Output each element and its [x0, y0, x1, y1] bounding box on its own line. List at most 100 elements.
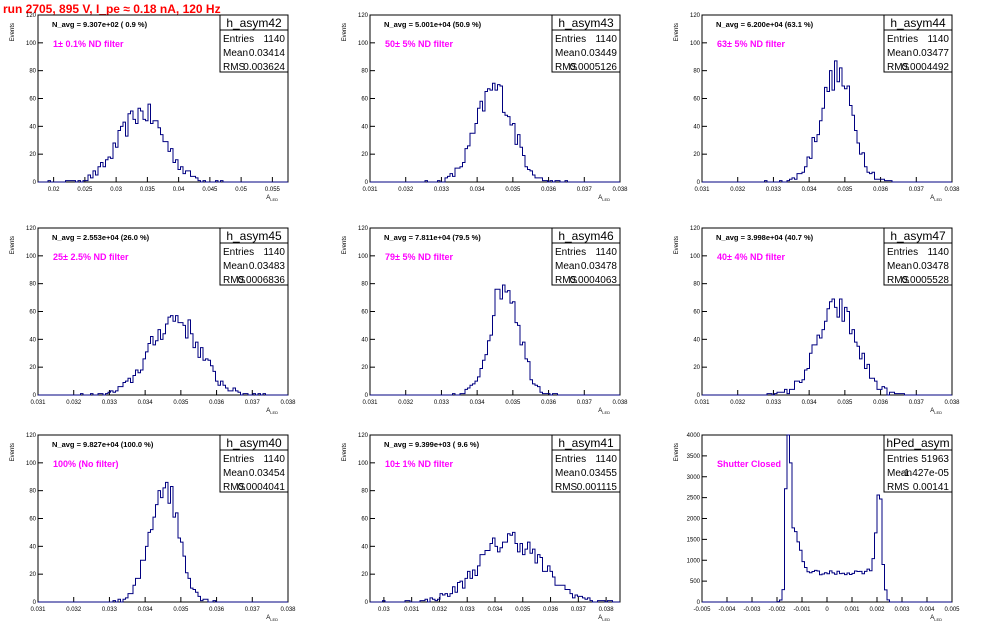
histogram-panel-h_asym43: 0 20 40 60 80 100 120 Events 0.031 0.032 0.033 0.03…: [342, 13, 628, 202]
x-tick-label: 0.036: [873, 187, 889, 193]
x-tick-label: 0.037: [571, 607, 587, 613]
stats-label: RMS: [887, 482, 910, 493]
y-tick-label: 80: [693, 282, 700, 288]
stats-label: Mean: [223, 468, 248, 479]
filter-note: 25± 2.5% ND filter: [53, 252, 129, 262]
y-tick-label: 60: [693, 97, 700, 103]
stats-box: [883, 14, 953, 73]
y-tick-label: 60: [29, 517, 36, 523]
x-tick-label: 0.04: [173, 187, 185, 193]
stats-value: 0.001115: [577, 482, 618, 493]
histogram-series: [702, 60, 952, 183]
stats-box: [219, 227, 289, 286]
stats-value: 0.03477: [913, 48, 950, 59]
navg-label: N_avg = 3.998e+04 (40.7 %): [716, 233, 814, 242]
y-tick-label: 100: [26, 461, 37, 467]
x-tick-label: -0.001: [793, 607, 811, 613]
x-tick-label: -0.004: [718, 607, 736, 613]
y-tick-label: 80: [361, 69, 368, 75]
histogram-series: [370, 82, 620, 183]
x-tick-label: 0.037: [245, 607, 261, 613]
y-tick-label: 0: [33, 393, 37, 399]
y-tick-label: 60: [693, 310, 700, 316]
stats-label: Mean: [887, 468, 912, 479]
stats-value: 0.03455: [581, 468, 618, 479]
x-tick-label: 0.037: [909, 400, 925, 406]
x-tick-label: -0.002: [768, 607, 786, 613]
x-tick-label: 0.025: [77, 187, 93, 193]
stats-label: Mean: [223, 261, 248, 272]
filter-note: 100% (No filter): [53, 459, 119, 469]
histogram-panel-h_asym42: 0 20 40 60 80 100 120 Events 0.02 0.025 0.03 0.035 0…: [10, 13, 289, 202]
stats-label: Entries: [555, 454, 586, 465]
stats-value: 1140: [263, 454, 285, 465]
x-tick-label: 0.035: [515, 607, 531, 613]
x-tick-label: 0.003: [894, 607, 910, 613]
stats-value: 0.0005126: [570, 62, 618, 73]
stats-value: 51963: [921, 454, 949, 465]
x-tick-label: 0.03: [110, 187, 122, 193]
histogram-panel-h_asym46: 0 20 40 60 80 100 120 Events 0.031 0.032 0.033 0.03…: [342, 226, 628, 415]
filter-note: 63± 5% ND filter: [717, 39, 785, 49]
stats-value: 1140: [927, 34, 949, 45]
histogram-panel-h_asym47: 0 20 40 60 80 100 120 Events 0.031 0.032 0.033 0.03…: [674, 226, 960, 415]
y-tick-label: 0: [365, 393, 369, 399]
x-tick-label: 0.035: [173, 400, 189, 406]
stats-value: 1140: [595, 454, 617, 465]
x-tick-label: 0.034: [138, 607, 154, 613]
x-tick-label: 0.004: [919, 607, 935, 613]
y-axis-label: Events: [342, 23, 348, 41]
stats-label: Entries: [223, 247, 254, 258]
y-tick-label: 0: [697, 600, 701, 606]
x-axis-label: ALED: [266, 195, 278, 202]
stats-box: [551, 227, 621, 286]
x-tick-label: 0.037: [909, 187, 925, 193]
stats-title: h_asym40: [226, 436, 282, 450]
x-tick-label: 0.033: [434, 400, 450, 406]
stats-label: Mean: [887, 261, 912, 272]
filter-note: 10± 1% ND filter: [385, 459, 453, 469]
x-axis-label: ALED: [598, 195, 610, 202]
x-tick-label: 0.031: [694, 400, 710, 406]
y-tick-label: 80: [29, 489, 36, 495]
stats-title: h_asym44: [890, 16, 946, 30]
x-tick-label: 0.031: [30, 607, 46, 613]
stats-label: Mean: [223, 48, 248, 59]
y-tick-label: 120: [358, 13, 369, 19]
y-tick-label: 80: [29, 282, 36, 288]
y-tick-label: 40: [29, 544, 36, 550]
x-tick-label: 0.034: [470, 187, 486, 193]
y-tick-label: 120: [358, 433, 369, 439]
y-tick-label: 60: [29, 97, 36, 103]
y-tick-label: 40: [29, 124, 36, 130]
histogram-series: [38, 315, 288, 396]
x-tick-label: 0.032: [66, 607, 82, 613]
y-tick-label: 40: [693, 124, 700, 130]
navg-label: N_avg = 6.200e+04 (63.1 %): [716, 20, 814, 29]
filter-note: 40± 4% ND filter: [717, 252, 785, 262]
x-tick-label: 0.035: [837, 400, 853, 406]
x-tick-label: 0: [825, 607, 829, 613]
y-tick-label: 20: [29, 152, 36, 158]
y-tick-label: 20: [693, 365, 700, 371]
x-tick-label: 0.031: [404, 607, 420, 613]
x-tick-label: 0.038: [944, 187, 960, 193]
stats-box: [551, 14, 621, 73]
stats-label: Entries: [887, 454, 918, 465]
y-tick-label: 2000: [687, 517, 701, 523]
y-tick-label: 0: [365, 180, 369, 186]
y-tick-label: 20: [361, 572, 368, 578]
y-tick-label: 40: [361, 337, 368, 343]
histogram-series: [702, 298, 952, 396]
x-tick-label: 0.031: [362, 400, 378, 406]
stats-label: Entries: [555, 34, 586, 45]
x-tick-label: 0.033: [766, 187, 782, 193]
x-tick-label: 0.036: [541, 400, 557, 406]
stats-value: 0.0005528: [902, 275, 950, 286]
histogram-series: [370, 531, 620, 603]
stats-value: 0.00141: [913, 482, 950, 493]
x-tick-label: 0.002: [869, 607, 885, 613]
x-tick-label: 0.036: [209, 607, 225, 613]
x-tick-label: 0.038: [944, 400, 960, 406]
x-tick-label: 0.031: [694, 187, 710, 193]
